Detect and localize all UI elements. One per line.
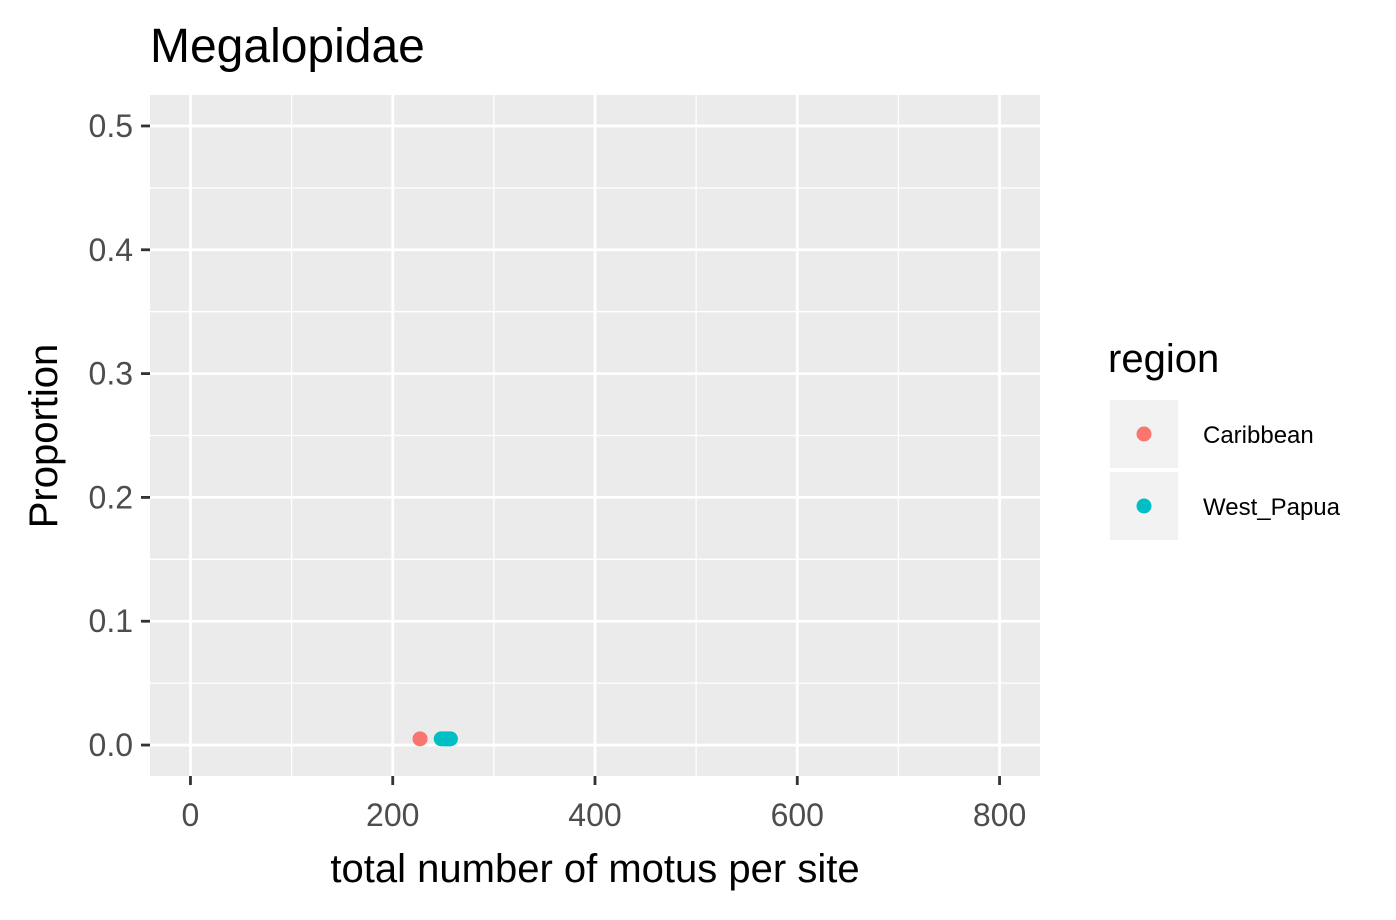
data-point — [442, 731, 458, 747]
y-tick-label: 0.2 — [89, 479, 133, 515]
legend-items: Caribbean West_Papua — [1110, 400, 1341, 540]
x-tick-label: 0 — [182, 797, 200, 833]
x-tick-label: 800 — [973, 797, 1026, 833]
legend-title: region — [1108, 337, 1219, 381]
legend: region Caribbean West_Papua — [1108, 337, 1341, 540]
major-gridlines — [150, 95, 1040, 776]
legend-label: Caribbean — [1203, 422, 1314, 449]
legend-marker — [1136, 498, 1152, 514]
y-tick-label: 0.4 — [89, 232, 133, 268]
y-axis: 0.0 0.1 0.2 0.3 0.4 0.5 — [89, 108, 150, 763]
x-tick-label: 600 — [771, 797, 824, 833]
y-tick-label: 0.5 — [89, 108, 133, 144]
x-tick-label: 400 — [568, 797, 621, 833]
legend-label: West_Papua — [1203, 494, 1341, 521]
y-tick-label: 0.3 — [89, 356, 133, 392]
y-axis-title: Proportion — [22, 344, 66, 529]
x-axis-title: total number of motus per site — [330, 847, 859, 891]
data-point — [412, 731, 428, 747]
data-points — [412, 731, 458, 747]
x-axis: 0 200 400 600 800 — [182, 776, 1026, 833]
y-tick-label: 0.1 — [89, 603, 133, 639]
chart-title: Megalopidae — [150, 20, 425, 73]
y-tick-label: 0.0 — [89, 727, 133, 763]
legend-marker — [1136, 426, 1152, 442]
x-tick-label: 200 — [366, 797, 419, 833]
